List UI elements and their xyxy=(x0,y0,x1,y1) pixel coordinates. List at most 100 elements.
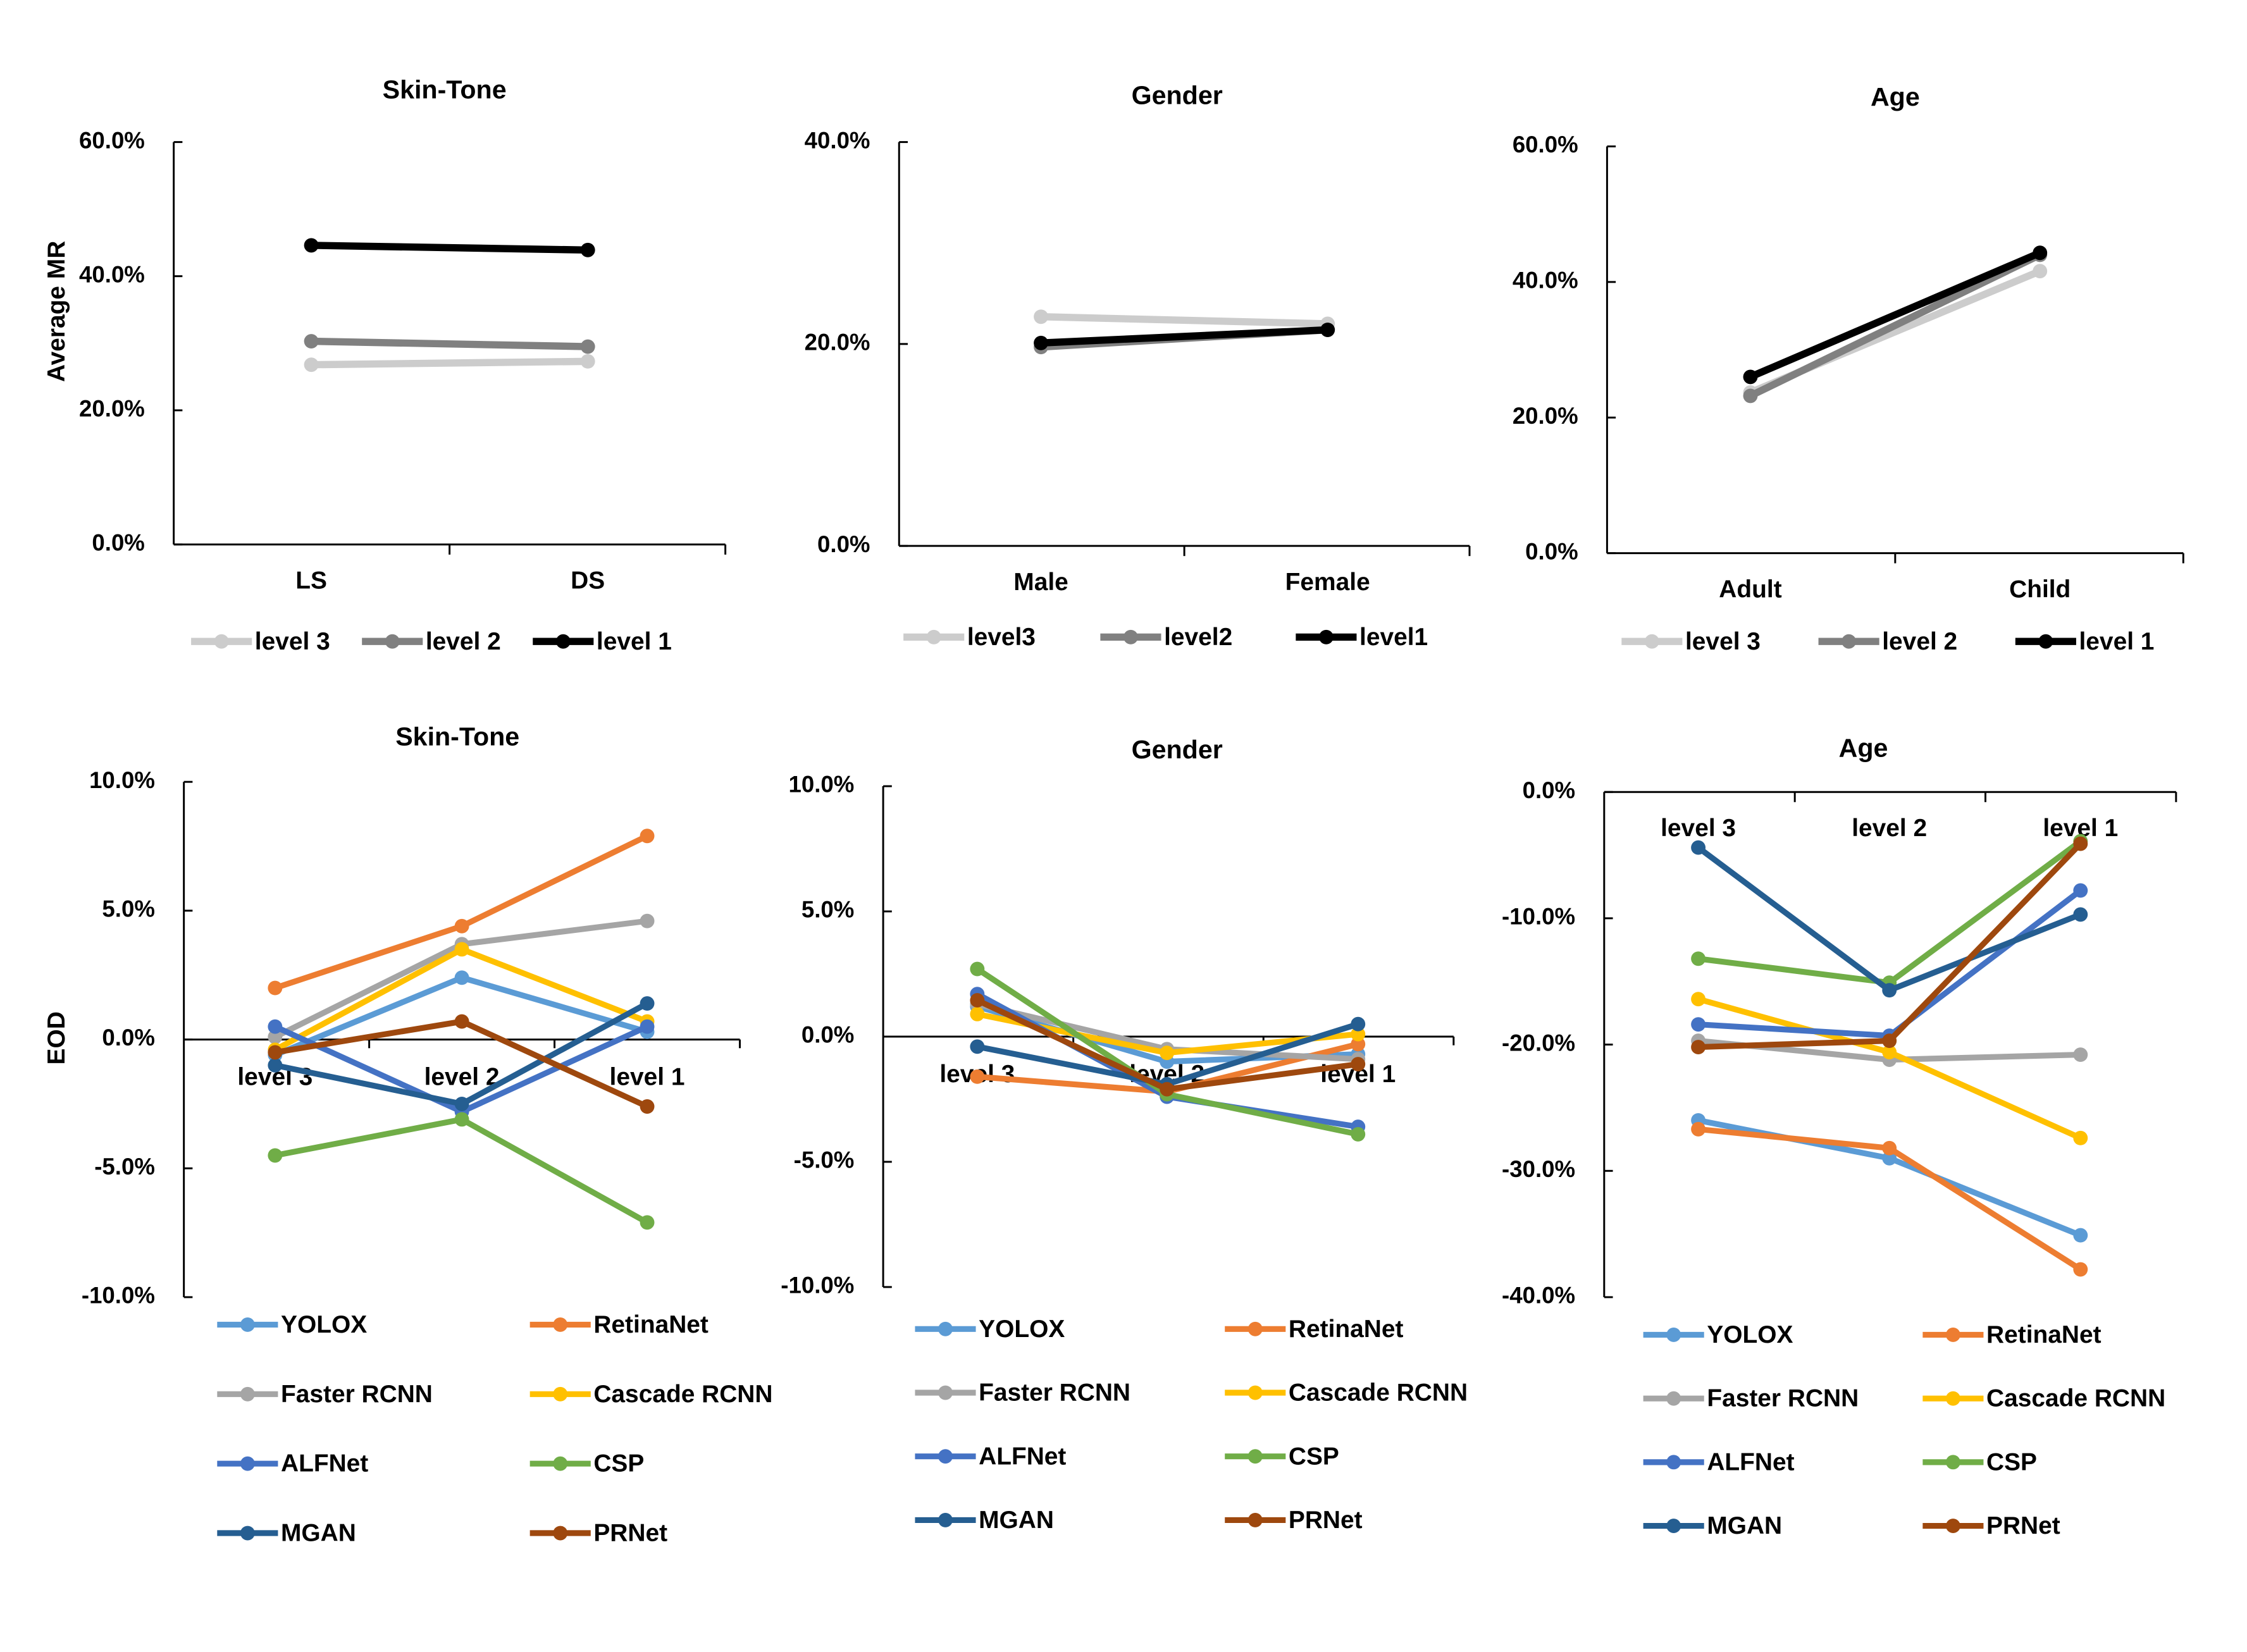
x-tick-label: level 1 xyxy=(610,1064,685,1091)
data-point xyxy=(1743,369,1758,385)
legend-marker xyxy=(555,634,571,649)
legend-label: MGAN xyxy=(1707,1512,1782,1539)
legend-marker xyxy=(2038,634,2053,649)
legend: level 3 level 2 level 1 xyxy=(1621,628,2154,655)
y-tick-label: 0.0% xyxy=(102,1025,154,1051)
y-tick-label: 0.0% xyxy=(817,531,870,557)
series-line xyxy=(274,833,649,991)
data-point xyxy=(970,1006,985,1021)
legend-label: YOLOX xyxy=(281,1311,367,1338)
legend-label: Cascade RCNN xyxy=(1986,1385,2165,1412)
y-tick-label: -30.0% xyxy=(1502,1156,1575,1182)
legend-item: PRNet xyxy=(529,1520,667,1547)
legend-item: YOLOX xyxy=(1643,1321,1793,1348)
legend-item: MGAN xyxy=(217,1520,356,1547)
chart-title: Age xyxy=(1871,82,1920,111)
x-tick-label: Female xyxy=(1285,569,1370,596)
y-tick-label: -10.0% xyxy=(82,1283,155,1309)
y-tick-label: 40.0% xyxy=(79,261,145,287)
legend-marker xyxy=(1666,1455,1681,1470)
y-tick-label: 0.0% xyxy=(802,1022,854,1048)
x-tick-label: level 3 xyxy=(1661,815,1736,842)
data-point xyxy=(1351,1026,1366,1042)
legend-marker xyxy=(1945,1328,1960,1342)
legend-item: RetinaNet xyxy=(1225,1316,1403,1343)
legend-marker xyxy=(385,634,400,649)
legend-marker xyxy=(214,634,229,649)
legend-label: CSP xyxy=(1289,1443,1339,1470)
y-tick-label: 5.0% xyxy=(802,897,854,923)
series-level3 xyxy=(1034,309,1335,331)
y-tick-label: 10.0% xyxy=(788,772,854,798)
series-csp xyxy=(268,1112,655,1230)
data-point xyxy=(1034,309,1048,324)
y-tick-label: -5.0% xyxy=(794,1147,855,1173)
legend-label: Faster RCNN xyxy=(979,1379,1130,1407)
data-point xyxy=(2033,264,2048,279)
legend-item: RetinaNet xyxy=(529,1311,709,1338)
legend-marker xyxy=(1247,1512,1263,1527)
data-point xyxy=(2073,1130,2088,1145)
data-point xyxy=(1882,983,1897,998)
data-point xyxy=(1320,323,1335,337)
data-point xyxy=(2073,1228,2088,1243)
data-point xyxy=(640,829,655,844)
legend-marker xyxy=(1945,1455,1960,1470)
series-line xyxy=(311,242,588,254)
data-point xyxy=(454,918,469,934)
chart-panel-1: Skin-Tone Average MR 0.0% 20.0% 40.0% 60.0% LS… xyxy=(43,75,727,655)
data-point xyxy=(1691,992,1706,1007)
data-point xyxy=(1351,1037,1366,1052)
legend-marker xyxy=(1666,1391,1681,1406)
series-mgan xyxy=(1691,840,2088,998)
data-point xyxy=(640,996,655,1011)
legend-label: level1 xyxy=(1359,624,1428,651)
legend-marker xyxy=(1247,1449,1263,1464)
data-point xyxy=(1882,1045,1897,1060)
data-point xyxy=(970,1039,985,1054)
data-point xyxy=(454,1112,469,1127)
data-point xyxy=(1351,1016,1366,1032)
legend-marker xyxy=(926,629,941,644)
data-point xyxy=(1882,1033,1897,1049)
chart-panel-6: Age -40.0% -30.0% -20.0% -10.0% 0.0% level 3 le… xyxy=(1502,734,2177,1539)
legend-item: ALFNet xyxy=(217,1450,368,1477)
legend: YOLOX RetinaNet Faster RCNN Cascade RCNN ALF… xyxy=(1643,1321,2165,1539)
data-point xyxy=(640,1019,655,1034)
data-point xyxy=(454,942,469,957)
legend-item: Cascade RCNN xyxy=(529,1381,772,1408)
legend-label: PRNet xyxy=(1289,1507,1363,1534)
data-point xyxy=(1691,1121,1706,1137)
y-tick-label: -40.0% xyxy=(1502,1283,1575,1309)
legend-label: CSP xyxy=(1986,1448,2037,1476)
data-point xyxy=(2073,1262,2088,1277)
legend-label: RetinaNet xyxy=(1986,1321,2102,1348)
data-point xyxy=(304,357,319,373)
data-point xyxy=(454,1096,469,1111)
y-tick-label: 0.0% xyxy=(92,530,144,556)
y-tick-label: -10.0% xyxy=(1502,904,1575,930)
y-tick-label: 20.0% xyxy=(805,330,870,355)
chart-title: Gender xyxy=(1132,81,1223,110)
data-point xyxy=(454,970,469,985)
legend-marker xyxy=(1318,629,1334,644)
series-line xyxy=(1041,326,1328,347)
legend-item: MGAN xyxy=(915,1507,1054,1534)
data-point xyxy=(1882,1150,1897,1166)
chart-panel-5: Gender-10.0%-5.0%0.0%5.0%10.0%level 3 lev… xyxy=(781,735,1468,1534)
data-point xyxy=(640,1099,655,1114)
legend-label: MGAN xyxy=(281,1520,356,1547)
legend-marker xyxy=(938,1321,953,1336)
legend-item: PRNet xyxy=(1225,1507,1363,1534)
series-level-3 xyxy=(304,354,595,373)
legend-label: level 1 xyxy=(597,628,672,655)
legend-marker xyxy=(240,1526,255,1541)
legend-marker xyxy=(553,1456,568,1471)
legend-label: YOLOX xyxy=(979,1316,1065,1343)
data-point xyxy=(2073,1047,2088,1063)
y-axis-label: EOD xyxy=(43,1011,70,1064)
legend-item: level 3 xyxy=(191,628,330,655)
data-point xyxy=(268,980,283,996)
